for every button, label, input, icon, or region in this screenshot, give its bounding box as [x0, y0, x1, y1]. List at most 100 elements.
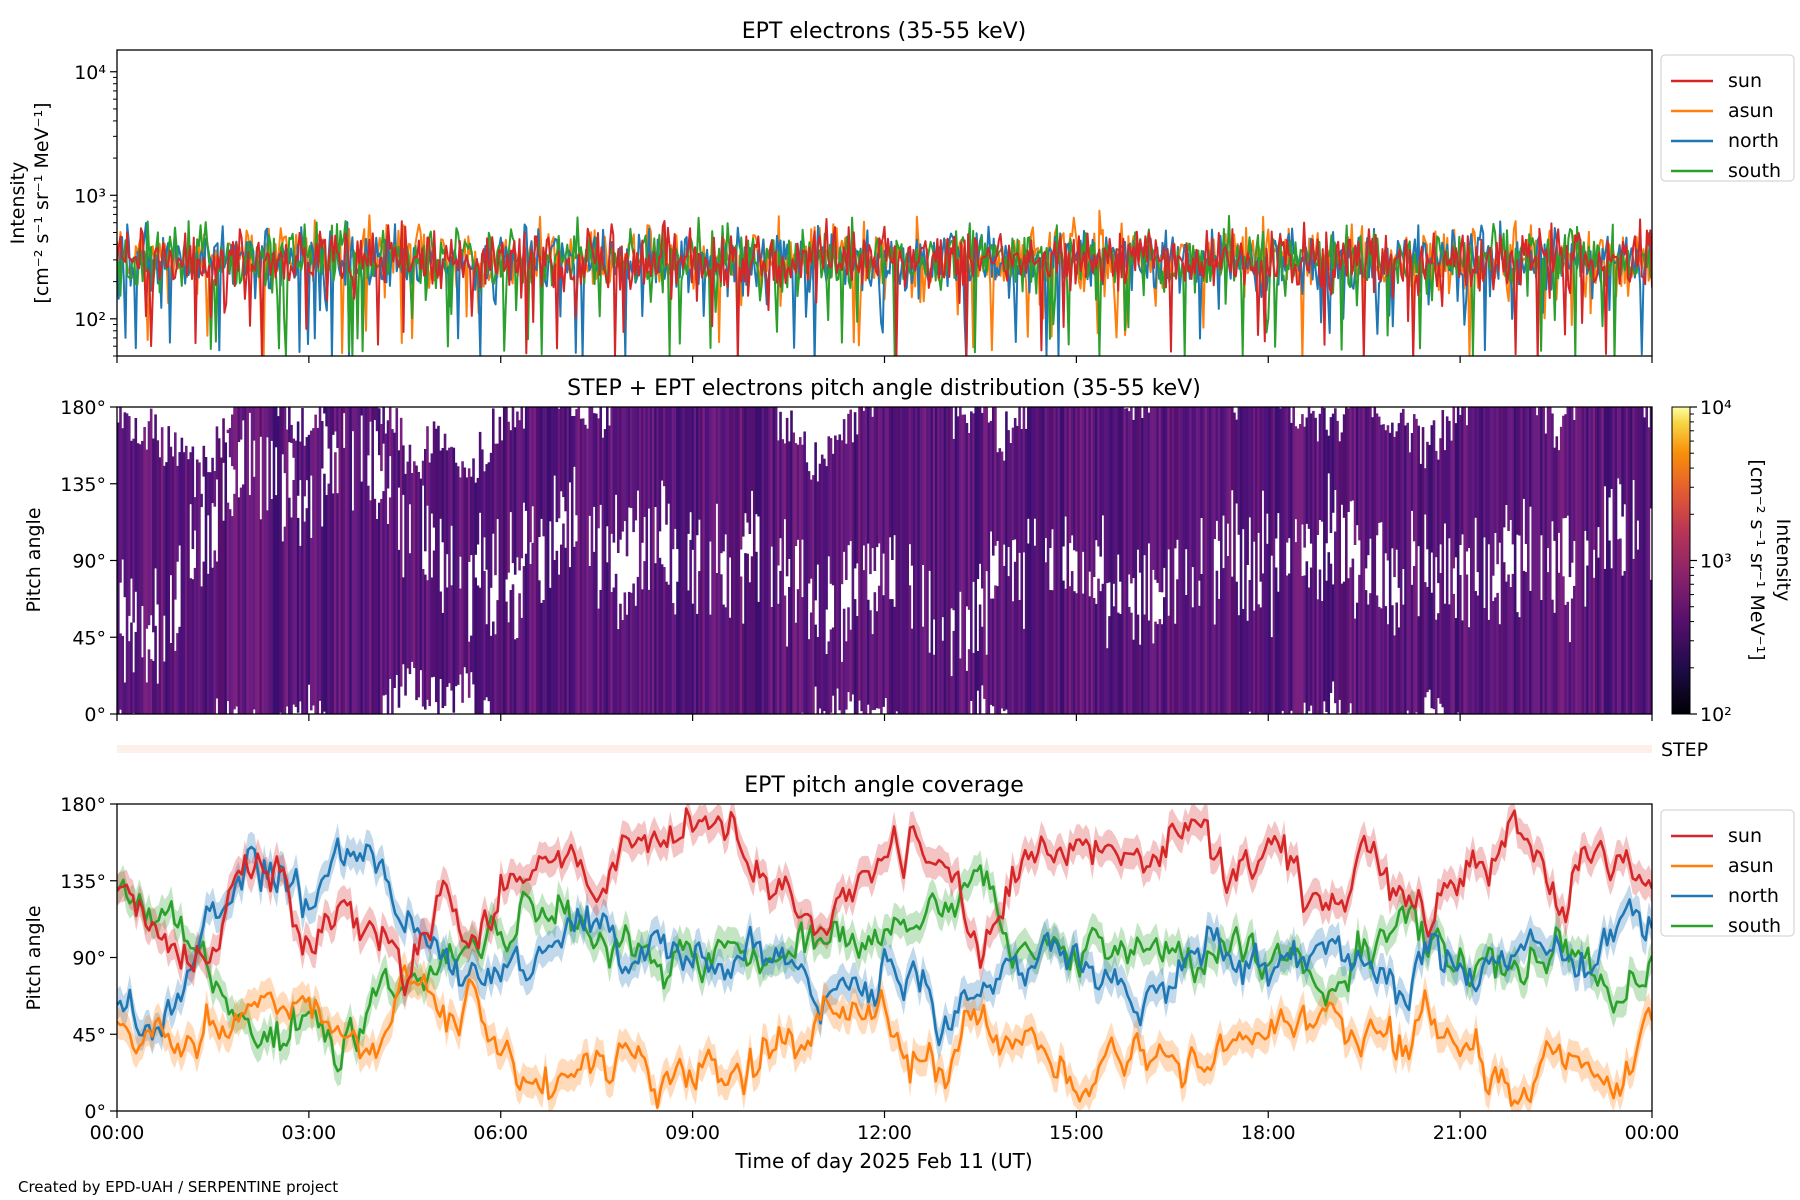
heatmap-cell — [371, 407, 374, 714]
heatmap-cell — [1570, 598, 1574, 714]
heatmap-cell — [1597, 557, 1600, 714]
heatmap-cell — [807, 471, 811, 584]
legend-label-sun: sun — [1728, 825, 1762, 847]
heatmap-cell — [888, 407, 892, 538]
heatmap-cell — [325, 407, 328, 427]
heatmap-cell — [862, 410, 866, 546]
heatmap-cell — [1522, 407, 1526, 499]
heatmap-cell — [520, 407, 524, 559]
heatmap-cell — [1123, 408, 1127, 714]
heatmap-cell — [211, 457, 214, 504]
legend-label-south: south — [1728, 915, 1781, 937]
heatmap-cell — [1283, 407, 1287, 714]
heatmap-cell — [320, 526, 324, 714]
heatmap-cell — [553, 560, 556, 714]
heatmap-cell — [1434, 450, 1438, 558]
heatmap-cell — [1448, 604, 1451, 714]
y-tick-label: 180° — [60, 397, 106, 419]
heatmap-cell — [1636, 407, 1640, 521]
heatmap-cell — [1213, 624, 1217, 714]
heatmap-cell — [1086, 407, 1089, 714]
heatmap-cell — [524, 553, 528, 714]
heatmap-cell — [803, 431, 806, 714]
heatmap-cell — [1430, 592, 1434, 709]
heatmap-cell — [579, 418, 583, 714]
heatmap-cell — [744, 407, 747, 514]
heatmap-cell — [255, 407, 258, 714]
heatmap-cell — [1031, 407, 1035, 714]
heatmap-cell — [513, 639, 517, 714]
heatmap-cell — [187, 459, 190, 714]
heatmap-cell — [1553, 612, 1556, 714]
y-tick-label: 45° — [72, 1024, 106, 1046]
heatmap-cell — [143, 427, 146, 714]
heatmap-cell — [1577, 407, 1581, 714]
heatmap-cell — [1073, 591, 1076, 714]
heatmap-cell — [667, 407, 670, 504]
heatmap-cell — [1116, 407, 1120, 555]
heatmap-cell — [1294, 542, 1298, 714]
heatmap-cell — [1340, 432, 1344, 505]
heatmap-cell — [1634, 407, 1638, 714]
heatmap-cell — [1487, 407, 1491, 545]
heatmap-cell — [599, 590, 603, 714]
heatmap-cell — [855, 616, 859, 714]
heatmap-cell — [1121, 407, 1124, 714]
heatmap-cell — [1459, 414, 1462, 545]
heatmap-cell — [1241, 609, 1245, 714]
heatmap-cell — [209, 472, 212, 714]
heatmap-cell — [1437, 459, 1440, 584]
heatmap-cell — [1162, 407, 1166, 568]
panel2-ylabel: Pitch angle — [23, 507, 45, 612]
heatmap-cell — [1292, 407, 1295, 714]
heatmap-cell — [1551, 413, 1554, 522]
heatmap-cell — [711, 407, 714, 714]
heatmap-cell — [972, 413, 975, 582]
heatmap-cell — [305, 508, 309, 714]
heatmap-cell — [149, 408, 153, 616]
heatmap-cell — [783, 595, 787, 714]
heatmap-cell — [513, 427, 517, 575]
heatmap-cell — [588, 407, 592, 516]
heatmap-cell — [347, 407, 350, 714]
heatmap-cell — [250, 407, 254, 714]
heatmap-cell — [965, 670, 969, 714]
heatmap-cell — [294, 440, 298, 707]
heatmap-cell — [709, 614, 712, 714]
heatmap-cell — [691, 603, 695, 714]
heatmap-cell — [908, 585, 912, 714]
heatmap-cell — [619, 407, 622, 540]
heatmap-cell — [1531, 407, 1534, 714]
heatmap-cell — [1191, 407, 1195, 568]
heatmap-cell — [274, 495, 278, 714]
heatmap-cell — [404, 473, 407, 696]
heatmap-cell — [1127, 411, 1131, 575]
heatmap-cell — [1649, 407, 1652, 509]
heatmap-cell — [266, 407, 269, 438]
heatmap-cell — [722, 604, 725, 714]
heatmap-cell — [1518, 407, 1521, 536]
heatmap-cell — [805, 462, 809, 714]
heatmap-cell — [904, 407, 907, 714]
heatmap-cell — [991, 598, 995, 707]
heatmap-cell — [1340, 583, 1344, 714]
heatmap-cell — [1160, 624, 1164, 714]
heatmap-cell — [257, 407, 260, 714]
heatmap-cell — [698, 407, 701, 520]
heatmap-cell — [1467, 627, 1471, 714]
heatmap-cell — [364, 407, 368, 714]
heatmap-cell — [303, 445, 306, 497]
heatmap-cell — [261, 407, 265, 714]
heatmap-cell — [366, 485, 370, 714]
y-tick-label: 0° — [84, 1101, 106, 1123]
heatmap-cell — [345, 407, 348, 714]
heatmap-cell — [1130, 612, 1133, 714]
heatmap-cell — [888, 599, 892, 714]
heatmap-cell — [1108, 616, 1111, 714]
x-tick-label: 00:00 — [1625, 1122, 1680, 1144]
heatmap-cell — [314, 414, 317, 714]
heatmap-cell — [281, 407, 285, 455]
heatmap-cell — [1195, 407, 1199, 714]
heatmap-cell — [1248, 407, 1252, 518]
heatmap-cell — [551, 407, 554, 714]
